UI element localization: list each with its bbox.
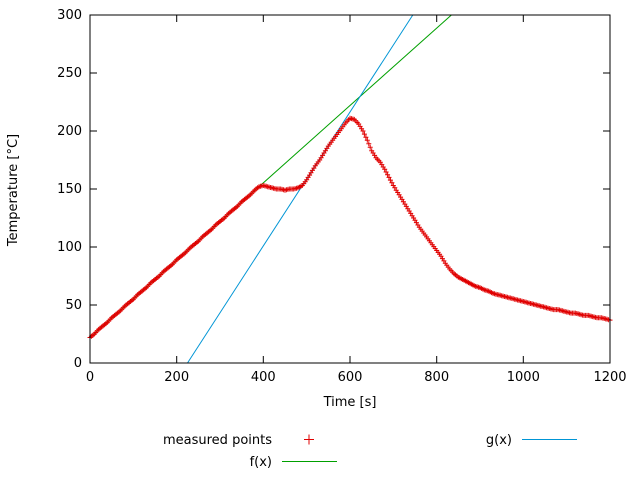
plot-border [89,14,611,364]
y-tick-label: 50 [65,298,82,313]
x-tick-label: 200 [164,370,189,385]
x-tick-label: 800 [424,370,449,385]
plot-area: 0 200 400 600 800 1000 1200 0 50 100 150 200 250 300 [57,8,626,385]
legend-label-f: f(x) [250,455,272,470]
y-tick-label: 300 [57,8,82,23]
measured-points [87,115,613,340]
x-tick-label: 1200 [593,370,626,385]
legend: measured points g(x) f(x) [163,433,577,470]
y-tick-label: 200 [57,124,82,139]
y-tick-label: 150 [57,182,82,197]
y-tick-label: 250 [57,66,82,81]
legend-label-measured-points: measured points [163,433,272,448]
x-tick-label: 1000 [507,370,540,385]
x-tick-label: 400 [251,370,276,385]
legend-label-g: g(x) [486,433,512,448]
y-tick-label: 0 [74,356,82,371]
g-line [187,14,414,364]
plus-marker-icon [304,434,314,445]
x-tick-label: 0 [86,370,94,385]
x-axis-label: Time [s] [323,395,377,410]
y-axis-label: Temperature [°C] [6,134,21,247]
x-tick-label: 600 [338,370,363,385]
y-tick-label: 100 [57,240,82,255]
